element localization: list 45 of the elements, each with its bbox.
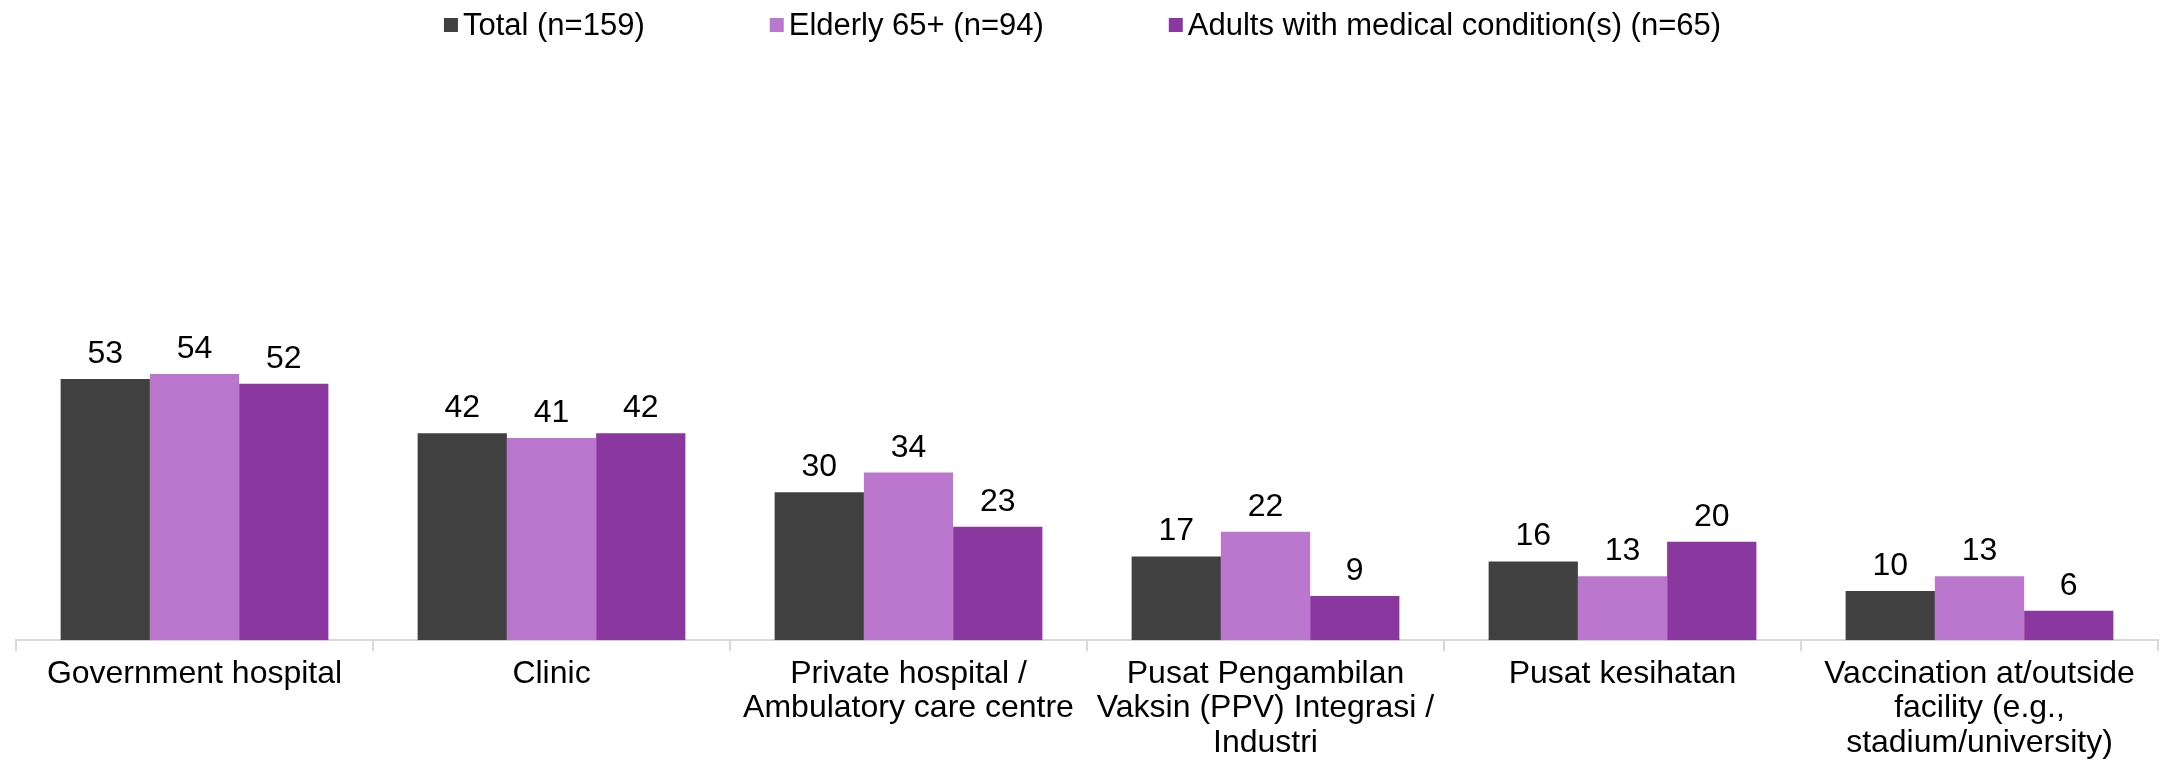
data-label: 6 <box>2059 565 2078 602</box>
bar <box>1310 595 1400 641</box>
data-label: 20 <box>1693 496 1730 533</box>
bar <box>149 374 240 641</box>
data-label: 34 <box>890 427 927 464</box>
data-label: 22 <box>1247 486 1284 523</box>
legend-label: Total (n=159) <box>462 6 645 42</box>
data-label: 42 <box>622 388 659 425</box>
data-label: 13 <box>1961 531 1998 568</box>
data-label: 42 <box>444 388 481 425</box>
data-label: 30 <box>801 447 838 484</box>
bar <box>60 378 150 641</box>
data-label: 13 <box>1604 531 1641 568</box>
legend-label: Adults with medical condition(s) (n=65) <box>1187 6 1722 42</box>
x-tick-label: Pusat Pengambilan Vaksin (PPV) Integrasi / Industri <box>1096 654 1435 759</box>
data-label: 52 <box>265 338 302 375</box>
bar <box>1577 576 1668 641</box>
bar <box>239 383 329 641</box>
x-tick-label: Private hospital / Ambulatory care centre <box>743 654 1074 725</box>
bar <box>1845 590 1935 641</box>
data-label: 9 <box>1345 550 1364 587</box>
data-label: 10 <box>1872 545 1909 582</box>
x-tick-label: Pusat kesihatan <box>1508 654 1737 691</box>
legend-label: Elderly 65+ (n=94) <box>788 6 1044 42</box>
bar <box>953 526 1043 641</box>
x-tick-label: Government hospital <box>46 654 343 691</box>
bar <box>774 492 864 641</box>
bar <box>506 438 597 641</box>
data-label: 23 <box>979 481 1016 518</box>
data-label: 17 <box>1158 511 1195 548</box>
data-label: 16 <box>1515 516 1552 553</box>
bar <box>596 433 686 641</box>
bar <box>1131 556 1221 641</box>
bar <box>1934 576 2025 641</box>
bar <box>1220 531 1311 641</box>
bar <box>2024 610 2114 641</box>
bar <box>417 433 507 641</box>
bar <box>1667 541 1757 641</box>
data-label: 53 <box>87 333 124 370</box>
bar <box>1488 561 1578 641</box>
x-tick-label: Clinic <box>512 654 591 691</box>
bar <box>863 472 954 641</box>
data-label: 54 <box>176 329 213 365</box>
x-tick-label: Vaccination at/outside facility (e.g., stadium/university) <box>1824 654 2135 759</box>
data-label: 41 <box>533 393 570 430</box>
